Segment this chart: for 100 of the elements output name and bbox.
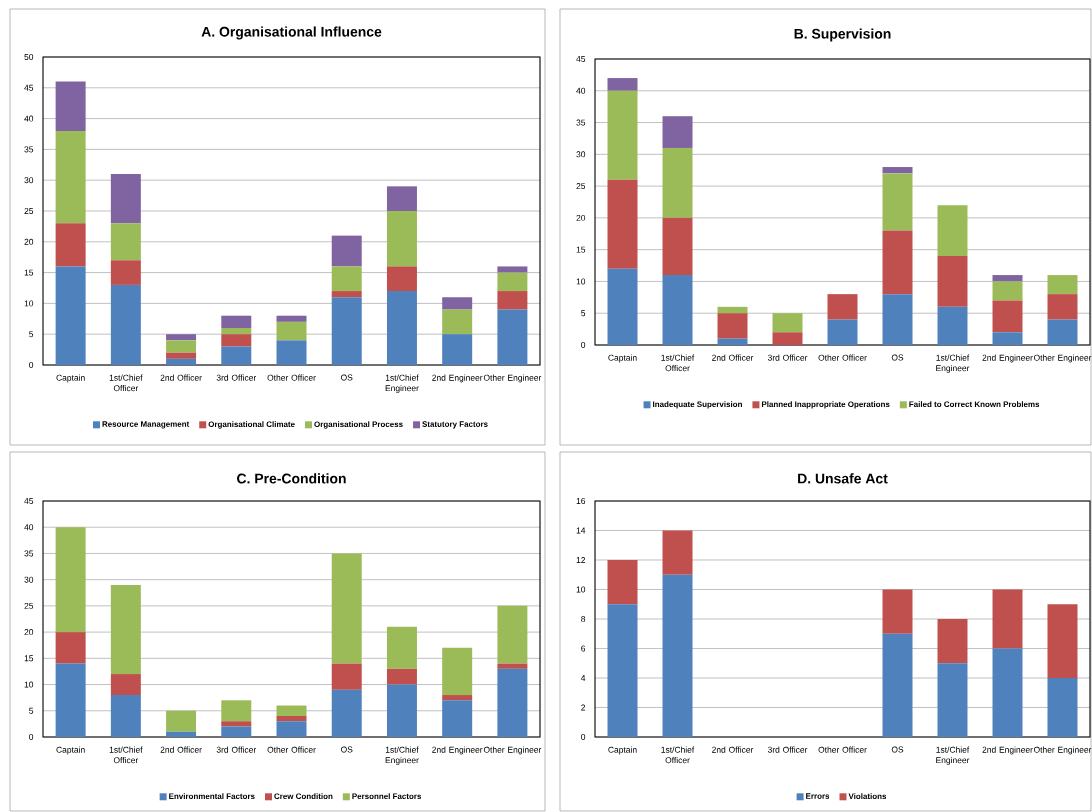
x-tick-label: 1st/Chief Engineer — [936, 354, 970, 373]
y-tick-label: 30 — [24, 576, 34, 583]
y-tick-label: 35 — [24, 146, 34, 153]
bar — [110, 674, 141, 696]
x-tick-label: Other Officer — [818, 746, 867, 753]
y-tick-label: 35 — [24, 550, 34, 557]
y-tick-label: 15 — [24, 269, 34, 276]
x-tick-label: Other Engineer — [483, 746, 542, 755]
x-tick-label: 3rd Officer — [216, 746, 257, 753]
x-tick-label: Captain — [608, 746, 637, 755]
y-tick-label: 25 — [24, 602, 34, 609]
y-tick-label: 30 — [24, 177, 34, 184]
x-tick-label: 2nd Officer — [712, 354, 754, 361]
bar — [386, 668, 417, 685]
bar — [827, 319, 858, 345]
bar — [937, 256, 968, 307]
bar — [331, 291, 362, 298]
bar — [110, 284, 141, 365]
bar — [331, 553, 362, 664]
x-tick-label: 2nd Engineer — [982, 746, 1033, 755]
x-tick-label: 1st/Chief Engineer — [936, 746, 970, 765]
x-tick-label: 2nd Officer — [712, 746, 754, 753]
bar — [662, 530, 693, 575]
bar — [772, 313, 803, 333]
bar — [221, 315, 252, 329]
bar — [1047, 677, 1078, 737]
bar — [937, 618, 968, 664]
bar — [717, 338, 748, 345]
x-tick-label: Captain — [56, 374, 85, 383]
bar — [607, 559, 638, 605]
bar — [221, 334, 252, 347]
x-tick-label: 1st/Chief Officer — [109, 374, 143, 392]
bar — [992, 332, 1023, 345]
bar — [276, 315, 307, 322]
bar — [607, 604, 638, 737]
bar — [662, 116, 693, 148]
x-tick-label: Other Engineer — [1033, 354, 1092, 363]
x-tick-label: 1st/Chief Officer — [661, 746, 695, 764]
y-tick-label: 15 — [24, 655, 34, 662]
bar — [442, 297, 473, 310]
bar — [1047, 294, 1078, 320]
y-tick-label: 10 — [24, 300, 34, 307]
y-tick-label: 12 — [576, 557, 586, 563]
y-tick-label: 5 — [29, 331, 34, 338]
y-tick-label: 5 — [581, 310, 586, 317]
bar — [55, 266, 86, 365]
y-tick-label: 20 — [24, 629, 34, 636]
bar — [221, 721, 252, 727]
bar — [772, 332, 803, 345]
bar — [110, 260, 141, 285]
bar — [717, 313, 748, 339]
bar — [166, 334, 197, 341]
x-tick-label: 2nd Engineer — [432, 746, 483, 755]
y-tick-label: 14 — [576, 527, 586, 534]
y-tick-label: 20 — [576, 214, 586, 221]
bar — [276, 716, 307, 722]
x-tick-label: 1st/Chief Officer — [109, 746, 143, 764]
bar — [386, 266, 417, 292]
bar — [992, 275, 1023, 282]
chart-title: D. Unsafe Act — [798, 473, 888, 484]
x-tick-label: OS — [341, 746, 353, 753]
bar — [607, 78, 638, 91]
bar — [166, 731, 197, 737]
bar — [442, 309, 473, 335]
bar — [331, 297, 362, 365]
y-tick-label: 16 — [576, 497, 586, 504]
bar — [497, 272, 528, 292]
x-tick-label: Captain — [608, 354, 637, 363]
bar — [55, 663, 86, 737]
x-tick-label: 2nd Officer — [160, 746, 202, 753]
x-tick-label: Other Officer — [267, 374, 316, 381]
bar — [386, 684, 417, 737]
bar — [882, 633, 913, 737]
bar — [497, 663, 528, 669]
y-tick-label: 25 — [24, 207, 34, 214]
y-tick-label: 0 — [29, 733, 34, 740]
y-tick-label: 0 — [581, 341, 586, 348]
bar — [1047, 319, 1078, 345]
bar — [221, 346, 252, 365]
bar — [882, 589, 913, 634]
y-tick-label: 5 — [29, 707, 34, 714]
y-tick-label: 45 — [24, 84, 34, 91]
y-tick-label: 0 — [581, 733, 586, 740]
bar — [442, 334, 473, 365]
y-tick-label: 40 — [24, 524, 34, 531]
bar — [386, 626, 417, 669]
bar — [937, 663, 968, 737]
chart-title: B. Supervision — [794, 28, 891, 42]
bar — [937, 205, 968, 257]
chart-title: C. Pre-Condition — [237, 473, 346, 484]
x-tick-label: 1st/Chief Engineer — [385, 374, 419, 393]
x-tick-label: OS — [891, 354, 904, 361]
bar — [662, 147, 693, 218]
bar — [166, 352, 197, 359]
bar — [110, 174, 141, 224]
y-tick-label: 0 — [29, 361, 34, 368]
bar — [882, 230, 913, 295]
bar — [882, 167, 913, 174]
bar — [110, 584, 141, 675]
bar — [166, 710, 197, 732]
